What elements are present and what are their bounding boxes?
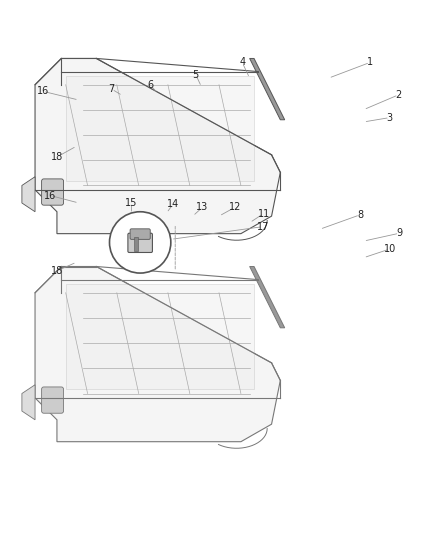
FancyBboxPatch shape: [134, 237, 138, 251]
Text: 13: 13: [196, 203, 208, 212]
Text: 15: 15: [125, 198, 138, 208]
Text: 17: 17: [257, 222, 269, 232]
Text: 1: 1: [367, 58, 373, 67]
Polygon shape: [22, 177, 35, 212]
Text: 5: 5: [193, 70, 199, 79]
Text: 18: 18: [51, 152, 63, 162]
Text: 12: 12: [229, 203, 241, 212]
Polygon shape: [66, 76, 254, 181]
Polygon shape: [35, 266, 280, 442]
Text: 2: 2: [396, 90, 402, 100]
Polygon shape: [250, 266, 285, 328]
Polygon shape: [35, 59, 280, 233]
Text: 4: 4: [239, 58, 245, 67]
Text: 18: 18: [51, 266, 63, 276]
Circle shape: [110, 212, 171, 273]
Text: 11: 11: [258, 208, 270, 219]
Text: 10: 10: [384, 244, 396, 254]
Text: 3: 3: [387, 112, 393, 123]
FancyBboxPatch shape: [42, 387, 64, 413]
FancyBboxPatch shape: [130, 229, 150, 239]
Polygon shape: [66, 284, 254, 389]
FancyBboxPatch shape: [128, 233, 152, 253]
Text: 6: 6: [147, 80, 153, 90]
Text: 16: 16: [37, 86, 49, 96]
Text: 9: 9: [396, 228, 403, 238]
Text: 7: 7: [109, 84, 115, 94]
Polygon shape: [250, 59, 285, 120]
Polygon shape: [22, 385, 35, 420]
Text: 8: 8: [357, 210, 363, 220]
FancyBboxPatch shape: [42, 179, 64, 205]
Text: 14: 14: [167, 199, 179, 209]
Text: 16: 16: [44, 190, 57, 200]
